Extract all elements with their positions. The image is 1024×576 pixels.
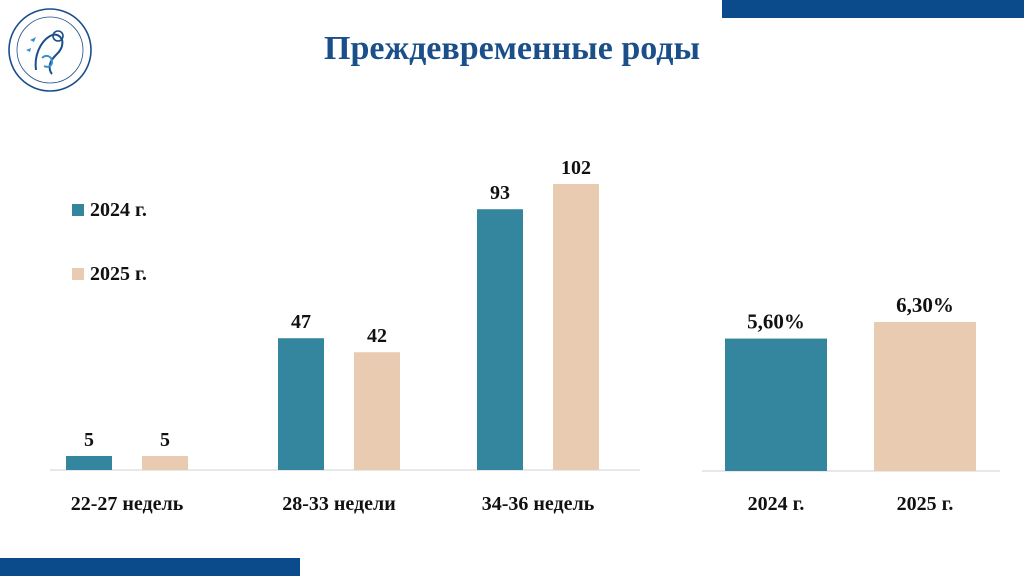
data-label: 42 — [367, 325, 387, 347]
data-label: 93 — [490, 182, 510, 204]
category-label: 28-33 недели — [282, 493, 396, 515]
data-label: 5,60% — [747, 310, 805, 334]
bar-2025 — [354, 352, 400, 470]
slide-title: Преждевременные роды — [324, 30, 700, 67]
legend-label: 2025 г. — [90, 262, 147, 285]
category-label: 2025 г. — [897, 493, 954, 515]
legend-item-2025: 2025 г. — [72, 262, 147, 286]
bar-2025 — [142, 455, 188, 470]
data-label: 6,30% — [896, 293, 954, 317]
chart-legend: 2024 г. 2025 г. — [72, 198, 147, 326]
bar-2025 — [874, 322, 976, 471]
data-label: 5 — [84, 429, 94, 451]
data-label: 5 — [160, 429, 170, 451]
bar-2024 — [477, 209, 523, 470]
category-label: 2024 г. — [748, 493, 805, 515]
legend-label: 2024 г. — [90, 198, 147, 221]
bar-2025 — [553, 184, 599, 470]
legend-swatch-2024 — [72, 204, 84, 216]
legend-swatch-2025 — [72, 268, 84, 280]
bar-2024 — [725, 338, 827, 471]
category-label: 22-27 недель — [71, 493, 184, 515]
legend-item-2024: 2024 г. — [72, 198, 147, 222]
bar-2024 — [278, 338, 324, 470]
bar-2024 — [66, 455, 112, 470]
category-label: 34-36 недель — [482, 493, 595, 515]
data-label: 102 — [561, 157, 591, 179]
data-label: 47 — [291, 311, 311, 333]
mother-and-child-emblem-icon — [8, 8, 92, 92]
bottom-accent-bar — [0, 558, 300, 576]
top-accent-bar — [722, 0, 1024, 18]
